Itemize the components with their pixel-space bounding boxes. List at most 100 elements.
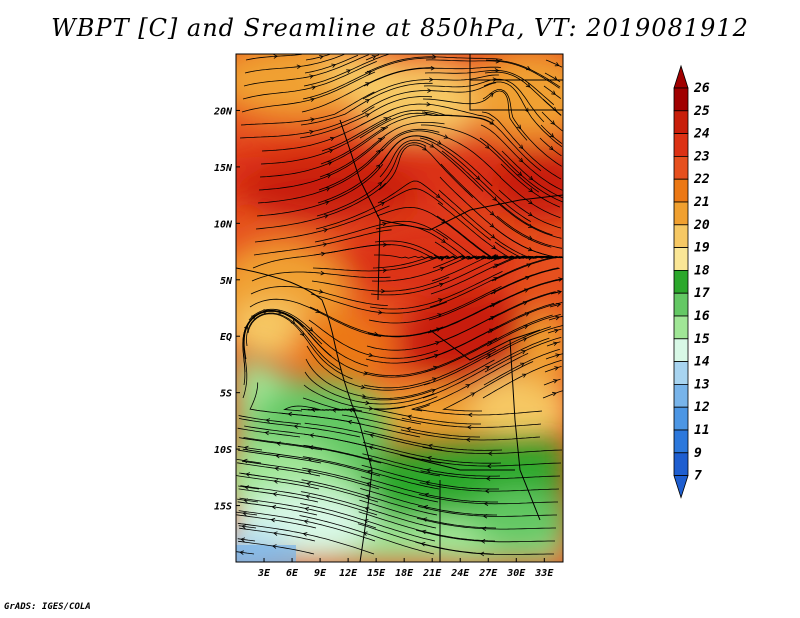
streamline-arrow [465,384,471,389]
streamline-arrow [486,463,492,469]
colorbar-swatch [673,269,689,294]
streamline-arrow [331,63,337,68]
grads-credit: GrADS: IGES/COLA [4,602,91,612]
streamline-arrow [550,120,556,125]
streamline-arrow [406,426,412,432]
streamline [303,54,390,87]
streamline-arrow [555,315,560,321]
streamline-arrow [479,551,485,557]
streamline-arrow [425,480,430,485]
streamline-arrow [243,324,249,330]
streamline [401,417,542,428]
streamline-arrow [322,242,328,247]
streamline [484,337,562,373]
streamline-arrow [377,181,383,187]
streamline [261,108,394,152]
streamline [283,405,323,412]
streamline [318,128,440,191]
colorbar-swatch [673,406,689,431]
streamline-arrow [553,341,558,346]
streamline-arrow [329,136,335,142]
streamline-arrow [549,145,554,151]
streamline [549,303,561,308]
streamline [363,430,503,451]
streamline-arrow [325,187,331,192]
colorbar-swatch [673,292,689,317]
streamline [373,406,481,425]
streamline-arrow [271,504,277,510]
streamline [242,309,313,386]
streamline-arrow [493,277,498,282]
colorbar-top-arrow [673,64,689,89]
colorbar-swatch [673,361,689,385]
streamline-arrow [308,327,314,332]
streamline-arrow [382,221,387,227]
streamline [490,267,560,295]
streamline-arrow [347,419,353,425]
streamline [427,279,558,334]
streamline-arrow [367,457,373,462]
streamline-arrow [519,362,525,367]
streamline [260,117,392,165]
colorbar-label: 9 [694,446,702,461]
streamline-arrow [264,430,270,436]
x-tick-label: 18E [395,568,414,579]
streamline-arrow [522,301,528,306]
streamline [258,136,386,191]
colorbar-label: 17 [694,286,710,301]
streamline [480,124,563,191]
streamline-arrow [368,445,374,450]
streamline-arrow [528,212,533,217]
streamline [240,91,375,126]
streamline-arrow [270,517,276,523]
streamline [314,220,449,243]
streamline [415,529,555,543]
streamline-arrow [363,519,369,524]
chart-title: WBPT [C] and Sreamline at 850hPa, VT: 20… [51,14,749,42]
streamline-arrow [311,85,317,90]
streamline-arrow [527,235,533,240]
streamline-arrow [304,506,310,512]
streamline-arrow [525,275,531,281]
colorbar-swatch [673,133,689,157]
streamline [540,124,563,144]
colorbar-label: 20 [693,218,710,233]
colorbar-label: 11 [694,423,710,438]
streamline [241,460,380,490]
streamline-arrow [378,310,383,315]
streamline [310,293,448,314]
streamline-arrow [360,384,366,390]
streamline-arrow [309,129,314,135]
streamline-arrow [365,113,370,118]
streamline-arrow [525,83,531,88]
streamline [542,390,563,399]
streamline-arrow [526,263,532,268]
streamline-arrow [241,524,247,529]
x-tick-label: 21E [422,568,442,579]
streamline [487,302,563,334]
streamline-arrow [368,352,374,358]
colorbar-label: 23 [693,149,710,164]
streamline-arrow [430,65,436,71]
streamline [539,137,562,157]
streamline [495,228,563,259]
streamline-arrow [438,282,444,287]
colorbar-label: 19 [694,241,710,256]
streamline-arrow [309,74,315,79]
streamline-arrow [381,288,386,294]
colorbar-swatch [673,155,689,180]
streamline [497,202,562,239]
streamline-arrow [369,433,375,438]
colorbar-label: 16 [694,309,710,324]
streamline [237,427,301,438]
streamline [304,54,359,74]
streamline [308,319,438,359]
colorbar: 26 25 24 23 22 21 20 19 18 17 16 15 14 13 12 11 9 7 [673,64,710,499]
x-tick-label: 30E [506,568,526,579]
streamline-arrow [319,55,324,60]
streamline-arrow [318,289,324,294]
streamline-arrow [481,526,487,532]
streamline [360,488,497,516]
streamline-arrow [331,408,337,413]
streamline [305,358,432,399]
